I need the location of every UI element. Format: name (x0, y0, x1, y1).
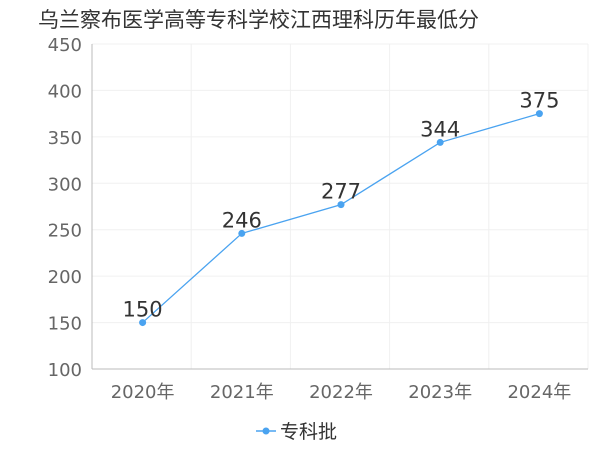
y-tick-label: 450 (48, 35, 82, 56)
data-point[interactable] (436, 138, 444, 146)
y-tick-label: 350 (48, 128, 82, 149)
data-point[interactable] (238, 229, 246, 237)
y-tick-label: 200 (48, 267, 82, 288)
data-label: 344 (420, 117, 460, 141)
x-tick-label: 2023年 (408, 382, 472, 403)
data-label: 150 (123, 298, 163, 322)
x-tick-label: 2022年 (309, 382, 373, 403)
chart-title: 乌兰察布医学高等专科学校江西理科历年最低分 (38, 8, 479, 32)
legend-marker (262, 427, 270, 435)
y-tick-label: 300 (48, 174, 82, 195)
series-line (142, 113, 540, 324)
y-tick-label: 250 (48, 221, 82, 242)
data-point[interactable] (337, 201, 345, 209)
x-tick-label: 2024年 (507, 382, 571, 403)
y-tick-label: 400 (48, 81, 82, 102)
x-tick-label: 2021年 (210, 382, 274, 403)
data-label: 246 (222, 208, 262, 232)
data-label: 375 (519, 89, 559, 113)
data-point[interactable] (535, 110, 543, 118)
x-tick-label: 2020年 (111, 382, 175, 403)
data-label: 277 (321, 180, 361, 204)
data-point[interactable] (139, 319, 147, 327)
legend-label[interactable]: 专科批 (280, 421, 337, 443)
y-tick-label: 150 (48, 314, 82, 335)
y-tick-label: 100 (48, 360, 82, 381)
